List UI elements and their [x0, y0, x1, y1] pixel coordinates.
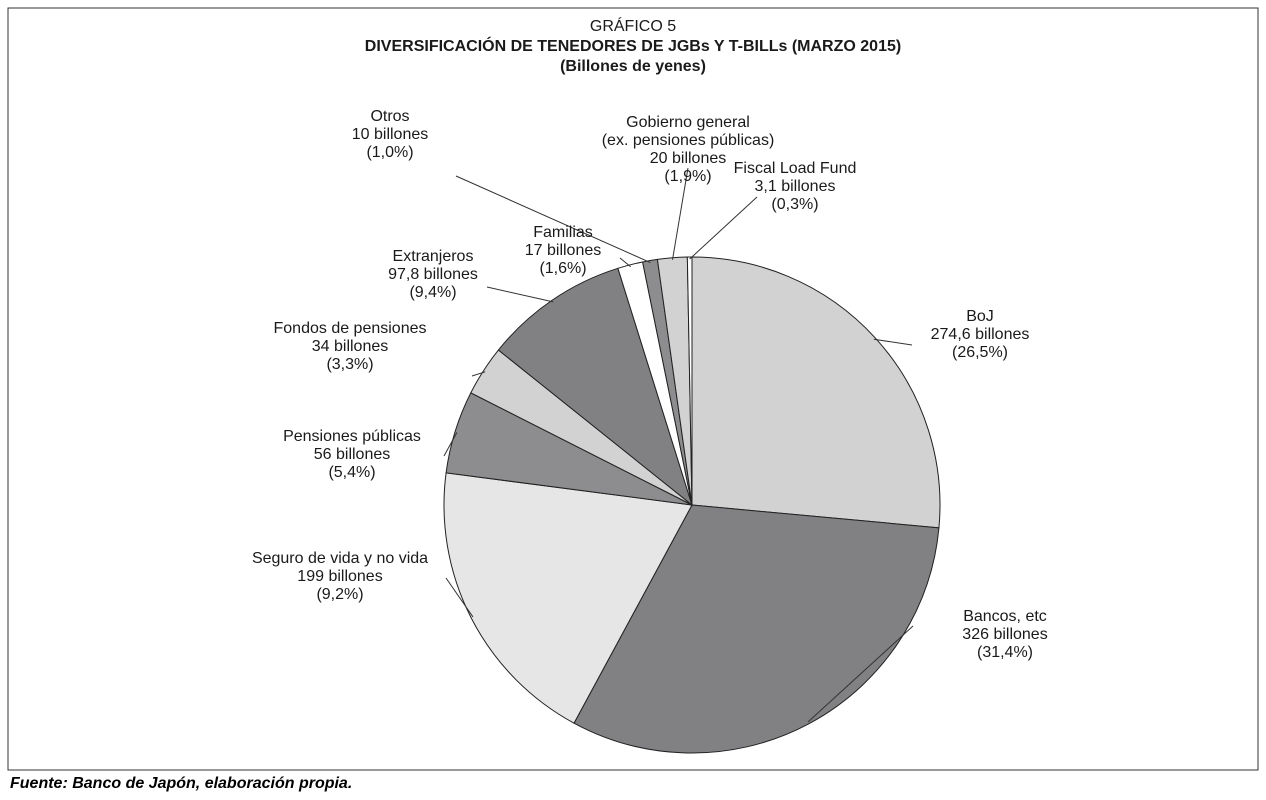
slice-value: 274,6 billones: [930, 326, 1030, 343]
slice-percent: (0,3%): [771, 196, 819, 213]
slice-name: Seguro de vida y no vida: [251, 550, 429, 567]
source: Fuente: Banco de Japón, elaboración prop…: [10, 775, 353, 792]
slice-percent: (3,3%): [326, 356, 374, 373]
slice-value: 17 billones: [524, 242, 602, 259]
slice-label: Pensiones públicas 56 billones (5,4%): [283, 428, 421, 482]
leader-line: [873, 338, 913, 346]
slice-percent: (1,0%): [366, 144, 414, 161]
pie-slice: [497, 267, 693, 507]
slice-percent: (9,2%): [316, 586, 364, 603]
slice-name: Otros: [370, 108, 410, 125]
slice-name: Extranjeros: [392, 248, 474, 265]
leader-line: [486, 286, 554, 303]
slice-label: Gobierno general (ex. pensiones públicas…: [602, 114, 775, 186]
slice-label: Familias 17 billones (1,6%): [525, 224, 602, 278]
pie-slice: [573, 504, 940, 754]
slice-name: Gobierno general (ex. pensiones públicas…: [601, 114, 775, 149]
slice-percent: (1,6%): [539, 260, 587, 277]
slice-value: 326 billones: [962, 626, 1048, 643]
leader-line: [807, 625, 914, 723]
slice-percent: (5,4%): [328, 464, 376, 481]
slice-label: Seguro de vida y no vida 199 billones (9,2…: [252, 550, 428, 604]
slice-label: BoJ 274,6 billones (26,5%): [931, 308, 1030, 362]
chart-title: DIVERSIFICACIÓN DE TENEDORES DE JGBs Y T…: [364, 38, 902, 55]
leader-line: [445, 577, 474, 618]
slice-name: Fiscal Load Fund: [733, 160, 857, 177]
slice-value: 97,8 billones: [388, 266, 478, 283]
leader-line: [443, 432, 458, 457]
slice-label: Fiscal Load Fund 3,1 billones (0,3%): [734, 160, 857, 214]
slice-name: BoJ: [966, 308, 994, 325]
slice-percent: (1,9%): [664, 168, 712, 185]
slice-value: 3,1 billones: [754, 178, 836, 195]
pie-slice: [691, 256, 941, 529]
pie-slice: [443, 472, 693, 724]
slice-label: Bancos, etc 326 billones (31,4%): [962, 608, 1047, 662]
slice-label: Otros 10 billones (1,0%): [352, 108, 429, 162]
slice-value: 56 billones: [313, 446, 391, 463]
kicker: GRÁFICO 5: [589, 18, 677, 35]
slice-percent: (9,4%): [409, 284, 457, 301]
slice-label: Fondos de pensiones 34 billones (3,3%): [274, 320, 427, 374]
slice-percent: (31,4%): [976, 644, 1034, 661]
slice-value: 10 billones: [351, 126, 429, 143]
slice-name: Fondos de pensiones: [273, 320, 427, 337]
leader-line: [619, 257, 631, 268]
slice-value: 199 billones: [297, 568, 383, 585]
slice-value: 34 billones: [311, 338, 389, 355]
slice-label: Extranjeros 97,8 billones (9,4%): [388, 248, 478, 302]
chart-subtitle: (Billones de yenes): [560, 58, 706, 75]
slice-name: Pensiones públicas: [283, 428, 421, 445]
leader-line: [689, 196, 758, 260]
leader-line: [471, 371, 486, 377]
leader-line: [455, 175, 651, 264]
slice-name: Bancos, etc: [963, 608, 1047, 625]
frame: [7, 7, 1259, 771]
slice-value: 20 billones: [649, 150, 727, 167]
slice-percent: (26,5%): [951, 344, 1009, 361]
slice-name: Familias: [533, 224, 593, 241]
leader-line: [672, 167, 689, 260]
